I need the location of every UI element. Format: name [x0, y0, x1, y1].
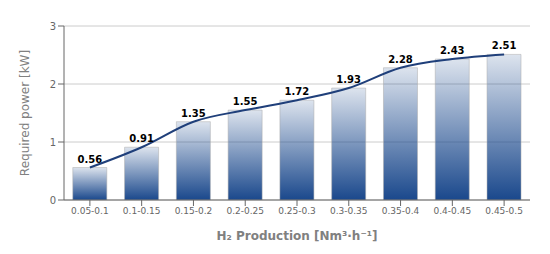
svg-text:1.72: 1.72: [285, 86, 310, 97]
svg-text:0.56: 0.56: [77, 154, 102, 165]
svg-text:2.51: 2.51: [492, 40, 517, 51]
svg-text:1.93: 1.93: [336, 74, 361, 85]
svg-text:0.15-0.2: 0.15-0.2: [175, 206, 213, 216]
svg-text:0.3-0.35: 0.3-0.35: [330, 206, 368, 216]
svg-text:3: 3: [50, 21, 56, 32]
svg-text:0.45-0.5: 0.45-0.5: [485, 206, 523, 216]
svg-text:0.25-0.3: 0.25-0.3: [278, 206, 316, 216]
svg-text:0.05-0.1: 0.05-0.1: [71, 206, 109, 216]
svg-text:0.2-0.25: 0.2-0.25: [226, 206, 264, 216]
svg-text:2: 2: [50, 79, 56, 90]
svg-text:2.43: 2.43: [440, 45, 465, 56]
svg-text:1.55: 1.55: [233, 96, 258, 107]
svg-text:1: 1: [50, 137, 56, 148]
svg-text:0: 0: [50, 195, 56, 206]
svg-text:Required power [kW]: Required power [kW]: [18, 50, 32, 176]
svg-text:1.35: 1.35: [181, 108, 206, 119]
svg-text:0.91: 0.91: [129, 133, 154, 144]
svg-text:2.28: 2.28: [388, 54, 413, 65]
svg-text:H₂ Production [Nm³·h⁻¹]: H₂ Production [Nm³·h⁻¹]: [217, 229, 378, 243]
svg-text:0.1-0.15: 0.1-0.15: [123, 206, 161, 216]
svg-text:0.35-0.4: 0.35-0.4: [382, 206, 420, 216]
svg-text:0.4-0.45: 0.4-0.45: [434, 206, 472, 216]
